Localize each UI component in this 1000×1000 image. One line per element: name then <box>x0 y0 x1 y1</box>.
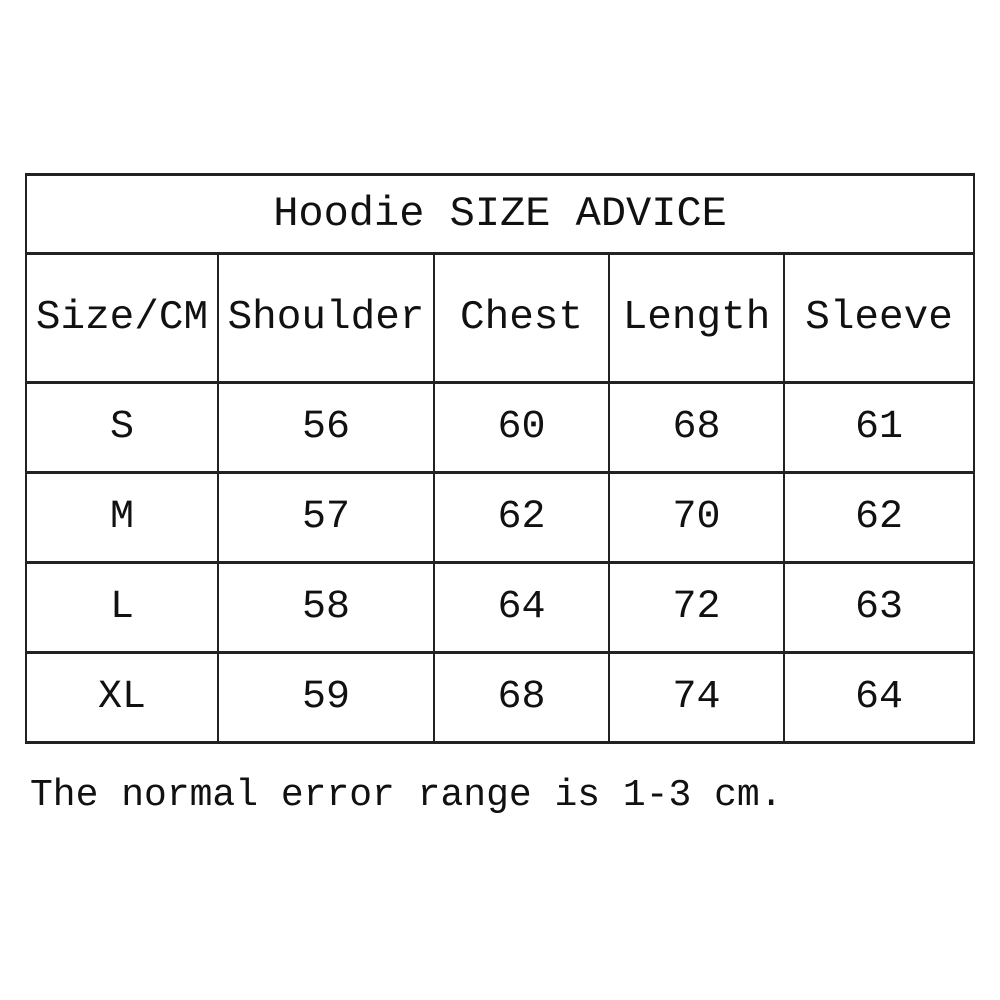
size-label-cell: XL <box>25 651 219 744</box>
chest-value-cell: 62 <box>433 471 610 564</box>
size-table: Hoodie SIZE ADVICE Size/CM Shoulder Ches… <box>24 173 976 744</box>
shoulder-value-cell: 57 <box>217 471 435 564</box>
length-value-cell: 70 <box>608 471 785 564</box>
table-row-s: S 56 60 68 61 <box>25 381 976 474</box>
table-title-row: Hoodie SIZE ADVICE <box>24 173 976 255</box>
shoulder-value-cell: 56 <box>217 381 435 474</box>
chest-value-cell: 60 <box>433 381 610 474</box>
column-header-shoulder: Shoulder <box>217 252 435 384</box>
chest-value-cell: 68 <box>433 651 610 744</box>
size-label-cell: L <box>25 561 219 654</box>
sleeve-value-cell: 62 <box>782 471 976 564</box>
length-value-cell: 68 <box>608 381 785 474</box>
sleeve-value-cell: 61 <box>782 381 976 474</box>
table-row-l: L 58 64 72 63 <box>25 561 976 654</box>
table-header-row: Size/CM Shoulder Chest Length Sleeve <box>25 252 976 384</box>
size-label-cell: M <box>25 471 219 564</box>
table-row-m: M 57 62 70 62 <box>25 471 976 564</box>
length-value-cell: 74 <box>608 651 785 744</box>
column-header-length: Length <box>608 252 785 384</box>
column-header-chest: Chest <box>433 252 610 384</box>
error-range-note: The normal error range is 1-3 cm. <box>30 774 783 817</box>
sleeve-value-cell: 64 <box>782 651 976 744</box>
shoulder-value-cell: 58 <box>217 561 435 654</box>
column-header-size: Size/CM <box>25 252 219 384</box>
length-value-cell: 72 <box>608 561 785 654</box>
table-row-xl: XL 59 68 74 64 <box>25 651 976 744</box>
sleeve-value-cell: 63 <box>782 561 976 654</box>
size-label-cell: S <box>25 381 219 474</box>
chest-value-cell: 64 <box>433 561 610 654</box>
table-title: Hoodie SIZE ADVICE <box>24 173 976 255</box>
column-header-sleeve: Sleeve <box>782 252 976 384</box>
shoulder-value-cell: 59 <box>217 651 435 744</box>
